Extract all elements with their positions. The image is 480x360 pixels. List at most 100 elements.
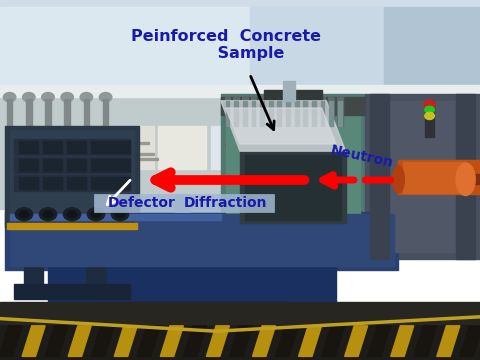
Polygon shape bbox=[414, 326, 437, 356]
Circle shape bbox=[63, 208, 81, 221]
Circle shape bbox=[3, 93, 16, 102]
Bar bbox=[108, 142, 149, 144]
Bar bbox=[283, 81, 295, 101]
Bar bbox=[302, 97, 308, 126]
Bar bbox=[0, 85, 480, 97]
Bar bbox=[26, 99, 32, 151]
Circle shape bbox=[80, 93, 93, 102]
Bar bbox=[245, 155, 341, 220]
Bar bbox=[67, 177, 86, 189]
Bar bbox=[94, 194, 190, 212]
Text: Defector: Defector bbox=[108, 197, 176, 210]
Bar bbox=[110, 141, 130, 153]
Bar bbox=[43, 177, 62, 189]
Bar bbox=[84, 99, 89, 151]
Polygon shape bbox=[368, 326, 391, 356]
Bar bbox=[234, 101, 238, 126]
Bar bbox=[243, 101, 247, 126]
Bar bbox=[67, 159, 86, 171]
Bar bbox=[233, 97, 239, 126]
Bar bbox=[425, 101, 434, 137]
Polygon shape bbox=[345, 326, 368, 356]
Bar bbox=[311, 97, 317, 126]
Polygon shape bbox=[391, 326, 414, 356]
Text: Neutron: Neutron bbox=[329, 143, 394, 170]
Bar bbox=[10, 130, 134, 223]
Bar bbox=[458, 174, 480, 184]
Bar bbox=[64, 99, 70, 151]
Bar bbox=[5, 126, 139, 227]
Circle shape bbox=[424, 100, 435, 109]
Bar bbox=[19, 159, 38, 171]
Text: Peinforced  Concrete
         Sample: Peinforced Concrete Sample bbox=[131, 29, 321, 61]
Bar bbox=[370, 94, 389, 259]
Circle shape bbox=[91, 211, 101, 218]
Polygon shape bbox=[229, 326, 252, 356]
Polygon shape bbox=[114, 326, 137, 356]
Polygon shape bbox=[226, 108, 336, 144]
Circle shape bbox=[87, 208, 105, 221]
Circle shape bbox=[111, 208, 129, 221]
Bar bbox=[67, 141, 86, 153]
Bar bbox=[106, 126, 154, 169]
Polygon shape bbox=[91, 326, 114, 356]
Bar bbox=[14, 139, 130, 155]
Circle shape bbox=[425, 112, 434, 120]
Bar bbox=[91, 177, 110, 189]
Bar bbox=[374, 101, 470, 252]
Bar bbox=[0, 0, 480, 101]
Bar bbox=[260, 101, 264, 126]
Bar bbox=[268, 97, 274, 126]
Ellipse shape bbox=[392, 166, 404, 193]
Bar bbox=[403, 162, 466, 193]
Bar bbox=[384, 94, 480, 209]
Bar bbox=[259, 97, 265, 126]
Bar bbox=[456, 94, 475, 259]
Bar bbox=[48, 265, 336, 306]
Bar bbox=[14, 157, 130, 173]
Circle shape bbox=[42, 93, 54, 102]
Bar bbox=[226, 101, 229, 126]
Bar bbox=[0, 304, 480, 360]
Polygon shape bbox=[206, 326, 229, 356]
Bar bbox=[0, 94, 250, 209]
Bar bbox=[118, 158, 158, 160]
Bar bbox=[7, 223, 137, 229]
Circle shape bbox=[99, 93, 112, 102]
Text: KESA: KESA bbox=[225, 141, 245, 147]
Bar bbox=[45, 99, 51, 151]
Bar bbox=[103, 99, 108, 151]
Circle shape bbox=[43, 211, 53, 218]
Polygon shape bbox=[437, 326, 460, 356]
Bar bbox=[321, 101, 324, 126]
Bar bbox=[295, 101, 299, 126]
Bar bbox=[276, 97, 282, 126]
Bar bbox=[240, 151, 346, 223]
Text: Diffraction: Diffraction bbox=[184, 197, 267, 210]
Bar bbox=[303, 101, 307, 126]
Polygon shape bbox=[460, 326, 480, 356]
Bar bbox=[14, 175, 130, 191]
Bar bbox=[277, 101, 281, 126]
Bar bbox=[7, 99, 12, 151]
Bar bbox=[221, 97, 365, 115]
Bar bbox=[43, 159, 62, 171]
Bar bbox=[110, 159, 130, 171]
Bar bbox=[394, 108, 470, 180]
Bar bbox=[10, 214, 221, 220]
Bar bbox=[0, 302, 480, 324]
Polygon shape bbox=[160, 326, 183, 356]
Polygon shape bbox=[68, 326, 91, 356]
Bar bbox=[19, 141, 38, 153]
Bar bbox=[365, 94, 480, 259]
Ellipse shape bbox=[456, 163, 475, 195]
Circle shape bbox=[61, 93, 73, 102]
Bar bbox=[158, 126, 206, 169]
Bar bbox=[24, 223, 43, 288]
Bar bbox=[96, 302, 288, 324]
Bar bbox=[5, 212, 398, 270]
Polygon shape bbox=[252, 326, 276, 356]
Bar bbox=[312, 101, 316, 126]
Bar bbox=[221, 94, 365, 252]
Bar bbox=[285, 97, 291, 126]
